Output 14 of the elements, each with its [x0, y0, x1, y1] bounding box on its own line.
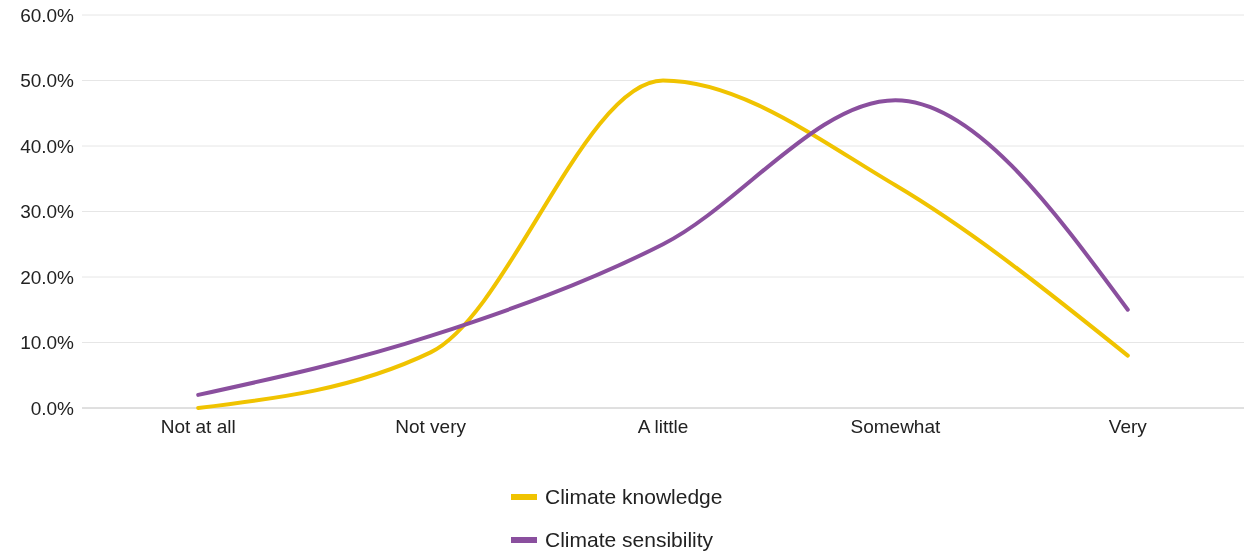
- legend-label: Climate sensibility: [545, 528, 714, 552]
- y-tick-label: 10.0%: [20, 332, 75, 354]
- y-tick-label: 20.0%: [20, 266, 75, 288]
- x-tick-label: Very: [1108, 416, 1148, 437]
- y-tick-label: 30.0%: [20, 201, 75, 223]
- x-tick-label: Not very: [395, 416, 467, 437]
- y-tick-label: 0.0%: [30, 397, 75, 419]
- y-tick-label: 60.0%: [20, 4, 75, 26]
- x-tick-label: Not at all: [160, 416, 236, 437]
- legend-label: Climate knowledge: [545, 485, 723, 509]
- y-tick-label: 40.0%: [20, 135, 75, 157]
- y-tick-label: 50.0%: [20, 70, 75, 92]
- x-tick-label: Somewhat: [850, 416, 941, 437]
- x-tick-label: A little: [637, 416, 689, 437]
